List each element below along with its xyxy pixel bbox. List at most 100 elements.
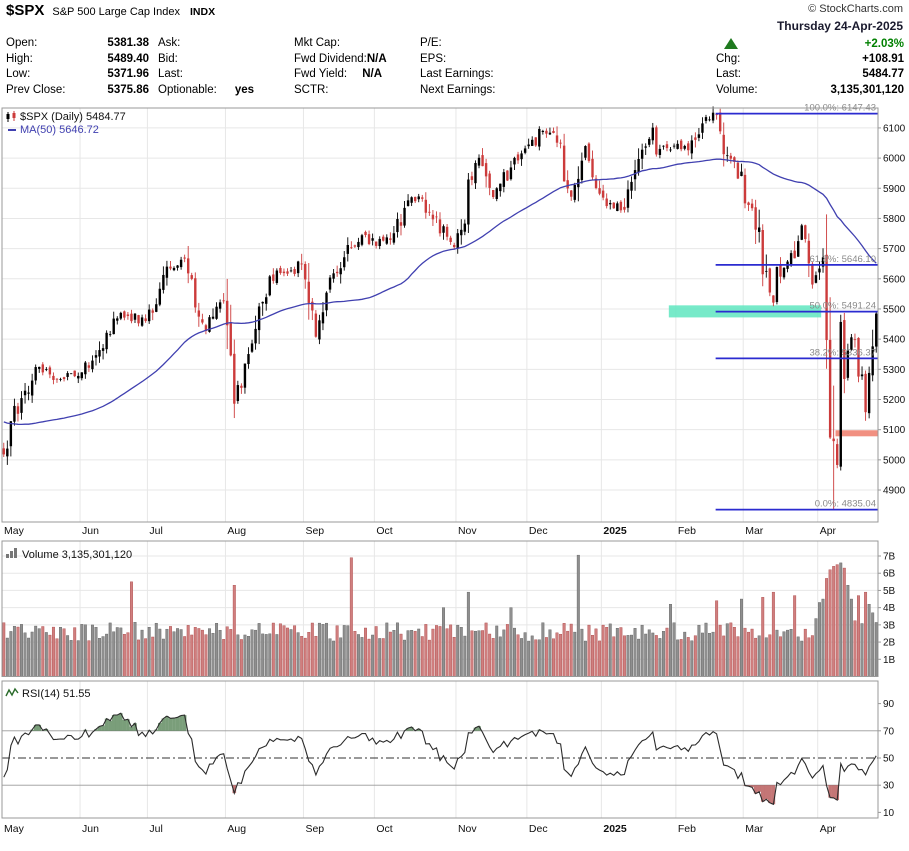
candle-up (77, 375, 80, 379)
volume-bar (690, 640, 694, 677)
candle-down (367, 234, 371, 245)
candle-up (818, 268, 821, 273)
rsi-plot-border (1, 680, 879, 819)
rsi-oversold-fill (757, 785, 761, 792)
quote-label: Low: (6, 68, 31, 80)
month-label: Apr (820, 823, 837, 835)
candle-up (676, 143, 679, 149)
rsi-overbought-fill (161, 718, 166, 731)
candle-down (566, 180, 569, 189)
candle-up (875, 313, 878, 347)
month-label: May (4, 525, 25, 537)
volume-bar (683, 631, 687, 677)
volume-bar (700, 632, 704, 677)
volume-bar (679, 639, 683, 677)
candle-up (98, 350, 101, 357)
volume-bar (310, 622, 314, 677)
candle-down (754, 207, 757, 230)
candle-up (406, 200, 410, 206)
candle-down (52, 375, 55, 380)
candle-down (828, 339, 832, 438)
candle-up (821, 257, 825, 267)
quote-value: 5375.86 (107, 83, 149, 96)
volume-bar (300, 636, 304, 677)
volume-bar (317, 622, 321, 677)
candle-down (694, 137, 697, 140)
volume-bar (502, 629, 506, 677)
quote-label: Fwd Yield: (294, 68, 348, 80)
volume-bar (527, 640, 531, 677)
candle-up (814, 275, 818, 283)
volume-bar (239, 639, 243, 677)
volume-bar (193, 627, 197, 677)
candle-down (307, 281, 310, 303)
volume-bar (37, 628, 41, 677)
rsi-overbought-fill (175, 717, 180, 731)
quote-row: Bid: (158, 52, 254, 68)
candle-up (417, 196, 420, 200)
candle-down (421, 197, 424, 199)
volume-bar (140, 629, 144, 677)
candle-up (580, 160, 584, 181)
candle-down (399, 222, 403, 226)
candle-up (140, 317, 144, 326)
month-label: Jun (82, 525, 99, 537)
volume-bar (417, 628, 421, 677)
month-label: Aug (227, 525, 246, 537)
volume-bar (761, 597, 765, 677)
quote-row: EPS: (420, 52, 540, 68)
rsi-overbought-fill (33, 724, 38, 731)
volume-bar (810, 635, 814, 677)
volume-bar (271, 622, 275, 677)
rsi-overbought-fill (179, 715, 183, 731)
volume-bar (101, 636, 105, 677)
candle-up (343, 257, 346, 268)
volume-bar (286, 627, 289, 677)
month-label: Jun (82, 823, 99, 835)
candle-up (740, 171, 743, 177)
volume-bar (395, 622, 399, 677)
quote-label: EPS: (420, 52, 447, 65)
volume-bar (626, 635, 630, 677)
volume-bar (800, 640, 804, 677)
candle-up (867, 372, 871, 414)
quote-row: Fwd Yield: N/A (294, 67, 382, 83)
volume-bar (562, 623, 566, 677)
volume-bar (211, 633, 215, 677)
volume-bar (98, 637, 101, 677)
candle-up (396, 219, 399, 233)
month-label: Feb (678, 525, 696, 537)
quote-row: Chg: +108.91 (716, 52, 904, 68)
volume-bar (658, 638, 662, 677)
volume-bar (129, 581, 133, 677)
volume-bar (154, 622, 158, 677)
candle-up (527, 144, 530, 147)
candle-up (176, 265, 179, 268)
volume-bar (463, 635, 467, 677)
rsi-axis-label: 50 (883, 754, 895, 765)
volume-bar (445, 628, 449, 677)
volume-bar (580, 628, 584, 677)
candle-down (279, 267, 282, 274)
quote-label: Fwd Dividend: (294, 52, 367, 65)
volume-bar (381, 638, 385, 677)
volume-bar (346, 625, 350, 677)
volume-bar (552, 638, 555, 677)
rsi-overbought-fill (122, 719, 127, 731)
volume-bar (261, 633, 265, 677)
volume-bar (665, 627, 669, 677)
month-label: Oct (376, 525, 392, 537)
volume-bar (427, 639, 431, 677)
volume-axis-label: 3B (883, 620, 896, 631)
price-axis-label: 5200 (883, 395, 906, 406)
volume-bar (740, 598, 743, 677)
rsi-line (3, 712, 877, 806)
volume-bar (661, 631, 665, 677)
volume-bar (335, 625, 339, 677)
volume-bar (672, 622, 676, 677)
volume-bar (828, 569, 832, 677)
candle-down (605, 198, 608, 207)
month-label: Aug (227, 823, 246, 835)
volume-bar (275, 634, 279, 677)
